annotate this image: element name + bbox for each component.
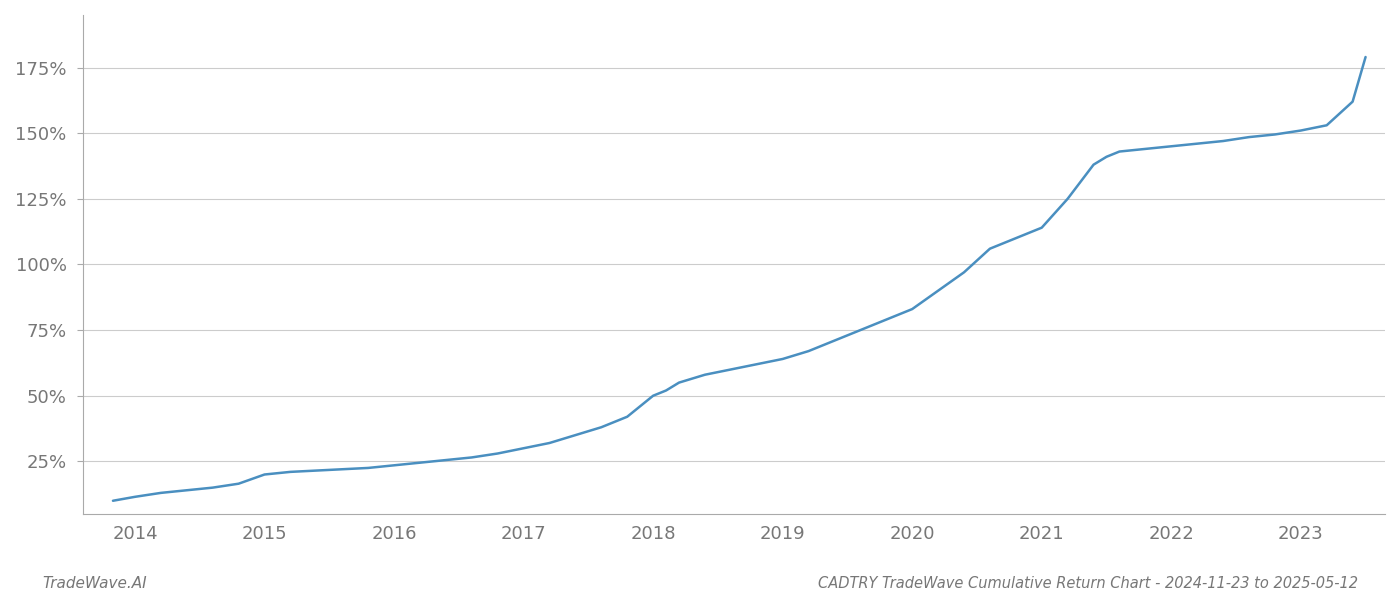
Text: CADTRY TradeWave Cumulative Return Chart - 2024-11-23 to 2025-05-12: CADTRY TradeWave Cumulative Return Chart…	[818, 576, 1358, 591]
Text: TradeWave.AI: TradeWave.AI	[42, 576, 147, 591]
